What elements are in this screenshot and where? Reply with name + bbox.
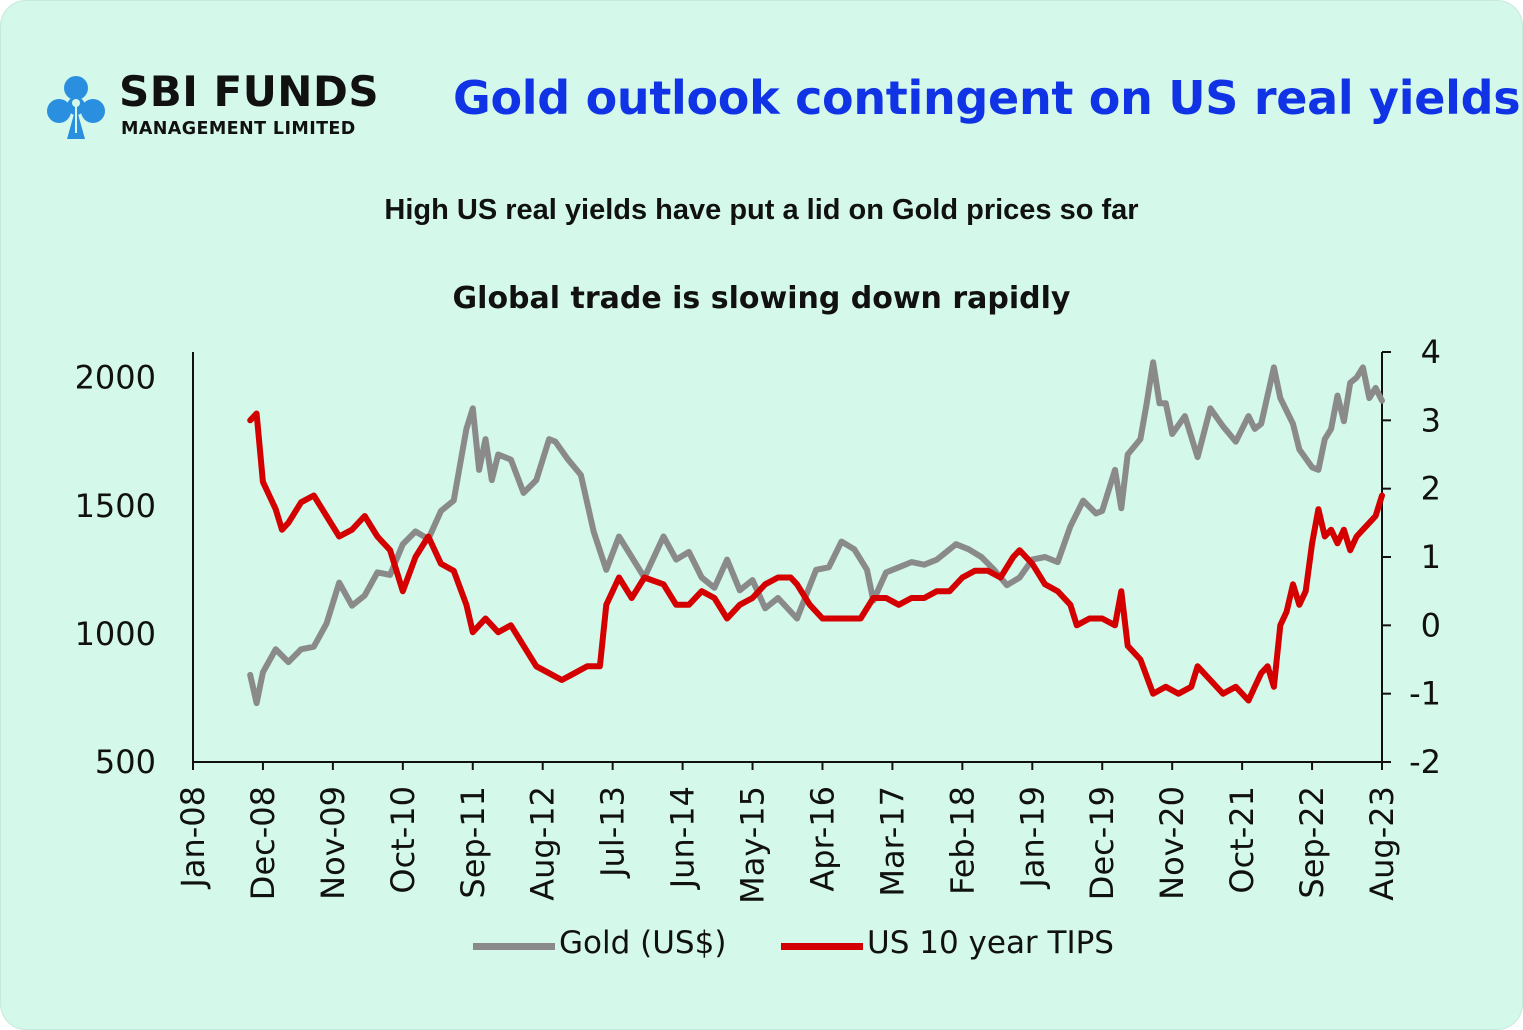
x-tick-label: Jul-13 [594,786,632,879]
x-tick-label: Sep-11 [454,786,492,899]
x-tick-label: Jan-19 [1013,786,1051,890]
x-tick-label: Aug-23 [1363,786,1401,901]
x-tick-label: Oct-21 [1223,786,1261,894]
left-y-tick-label: 2000 [75,359,156,397]
right-y-tick-label: 3 [1421,401,1441,439]
right-y-tick-label: 2 [1421,470,1441,508]
x-tick-label: Nov-09 [314,786,352,900]
tips-yield-series-line [247,410,1385,704]
legend-label-tips: US 10 year TIPS [867,925,1114,961]
right-y-tick-label: 4 [1421,333,1441,371]
right-y-tick-label: 1 [1421,538,1441,576]
logo-name: SBI FUNDS [119,67,380,116]
logo-subtitle: MANAGEMENT LIMITED [121,119,356,139]
sbi-logo-icon [47,76,105,139]
right-y-tick-label: -1 [1409,675,1441,713]
left-y-tick-label: 500 [95,743,156,781]
chart-subtitle: Global trade is slowing down rapidly [452,281,1071,316]
left-y-tick-label: 1500 [75,487,156,525]
x-tick-label: Nov-20 [1153,786,1191,900]
x-tick-label: Dec-08 [244,786,282,900]
x-tick-label: Jan-08 [174,786,212,890]
gold-price-series-line [247,359,1385,707]
x-tick-label: May-15 [734,786,772,904]
page-headline: Gold outlook contingent on US real yield… [453,71,1521,125]
x-tick-label: Jun-14 [664,786,702,890]
x-tick-label: Mar-17 [873,786,911,897]
legend-swatch-tips [781,943,863,950]
legend-label-gold: Gold (US$) [559,925,727,961]
x-tick-label: Oct-10 [384,786,422,894]
left-y-tick-label: 1000 [75,615,156,653]
x-tick-label: Aug-12 [524,786,562,901]
right-y-tick-label: -2 [1409,743,1441,781]
x-tick-label: Dec-19 [1083,786,1121,900]
right-y-tick-label: 0 [1421,606,1441,644]
chart-title: High US real yields have put a lid on Go… [384,194,1139,226]
x-tick-label: Sep-22 [1293,786,1331,899]
legend-swatch-gold [473,943,555,950]
x-tick-label: Feb-18 [943,786,981,895]
chart-legend: Gold (US$) US 10 year TIPS [1,925,1522,967]
sbi-logo: SBI FUNDS MANAGEMENT LIMITED [45,67,405,146]
x-tick-label: Apr-16 [803,786,841,892]
